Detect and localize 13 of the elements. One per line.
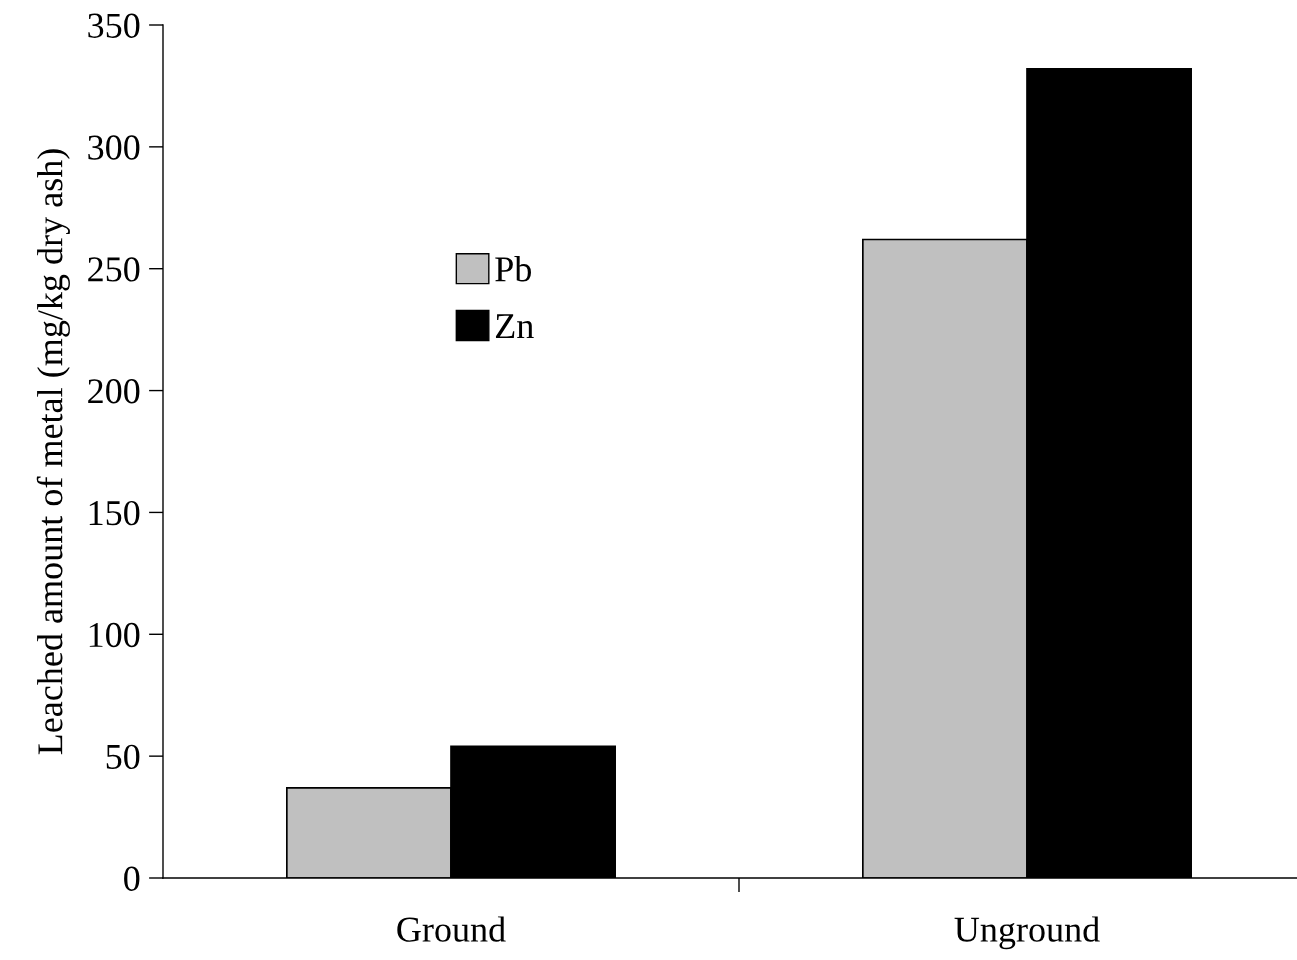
- y-tick-label: 200: [88, 379, 140, 404]
- x-tick-label: Unground: [954, 916, 1100, 950]
- y-tick-label: 300: [88, 135, 140, 160]
- x-tick-label: Ground: [397, 916, 506, 942]
- y-tick-label: 350: [88, 13, 140, 38]
- legend-label: Zn: [495, 314, 534, 338]
- y-axis-title: Leached amount of metal (mg/kg dry ash): [36, 149, 70, 755]
- y-tick-label: 100: [89, 622, 140, 648]
- y-tick-label: 0: [124, 866, 140, 891]
- y-tick-label: 250: [88, 257, 140, 282]
- y-tick-label: 150: [89, 500, 140, 526]
- y-tick-label: 50: [106, 744, 140, 770]
- legend-label: Pb: [495, 256, 531, 282]
